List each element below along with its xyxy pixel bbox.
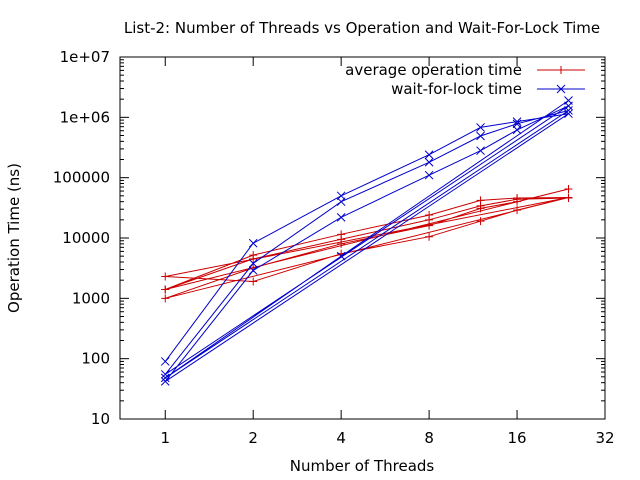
data-point (564, 184, 573, 193)
data-point (476, 123, 485, 132)
data-point (425, 215, 434, 224)
legend-marker (557, 66, 565, 74)
x-axis-ticks: 1 2 4 8 16 32 (160, 57, 615, 447)
data-point (512, 117, 522, 126)
data-point (249, 254, 258, 263)
series-wait-for-lock-time (160, 96, 573, 386)
y-axis-ticks: 10 100 1000 10000 100000 1e+06 1e+07 (53, 48, 605, 428)
legend-marker (556, 84, 566, 94)
data-point (424, 157, 434, 167)
y-tick-label: 100000 (53, 169, 110, 187)
data-point (336, 197, 346, 207)
legend-label: wait-for-lock time (391, 80, 522, 98)
data-point (248, 238, 258, 248)
data-point (336, 212, 346, 222)
x-axis-label: Number of Threads (290, 457, 435, 475)
data-point (424, 150, 434, 160)
data-point (161, 294, 170, 303)
data-point (512, 119, 522, 129)
data-point (476, 146, 485, 156)
data-point (564, 109, 573, 119)
data-point (160, 377, 170, 386)
y-tick-label: 1000 (72, 289, 110, 307)
legend-label: average operation time (345, 61, 522, 79)
data-point (249, 277, 258, 286)
x-tick-label: 2 (248, 429, 258, 447)
y-tick-label: 1e+07 (60, 48, 110, 66)
data-point (248, 258, 258, 268)
data-point (424, 170, 434, 180)
data-point (336, 251, 346, 261)
data-point (337, 235, 346, 244)
series-layer (160, 96, 573, 386)
data-point (248, 266, 258, 275)
x-tick-label: 8 (424, 429, 434, 447)
x-tick-label: 16 (508, 429, 527, 447)
data-point (476, 217, 485, 226)
y-tick-label: 1e+06 (60, 108, 110, 126)
series-line (164, 100, 569, 382)
data-point (476, 131, 485, 141)
data-point (564, 106, 573, 115)
x-tick-label: 4 (336, 429, 346, 447)
data-point (160, 357, 170, 366)
data-point (476, 201, 485, 210)
data-point (161, 272, 170, 281)
chart-title: List-2: Number of Threads vs Operation a… (124, 19, 600, 37)
data-point (513, 195, 522, 204)
data-point (160, 373, 170, 383)
data-point (564, 96, 573, 105)
y-tick-label: 10 (91, 410, 110, 428)
data-point (564, 194, 573, 203)
y-axis-label: Operation Time (ns) (5, 163, 23, 313)
y-tick-label: 100 (81, 350, 110, 368)
data-point (425, 232, 434, 241)
x-tick-label: 1 (160, 429, 170, 447)
x-tick-label: 32 (595, 429, 614, 447)
data-point (161, 285, 170, 294)
data-point (160, 369, 170, 379)
y-tick-label: 10000 (62, 229, 110, 247)
data-point (513, 206, 522, 215)
